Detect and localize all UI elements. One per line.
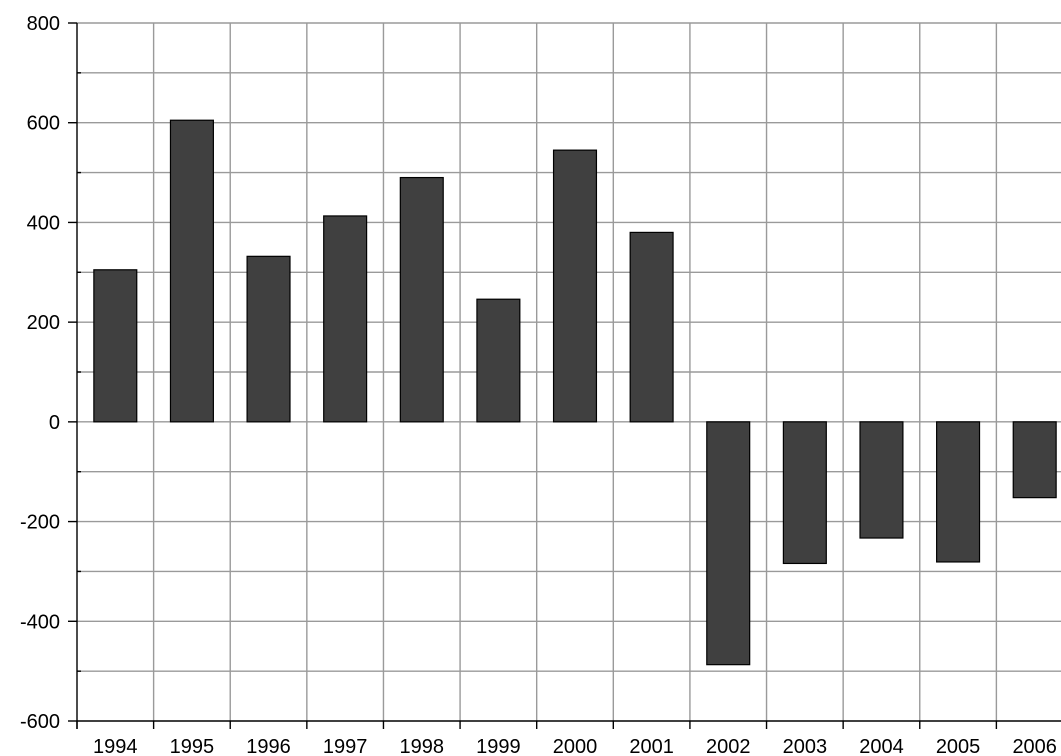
x-tick-label-2002: 2002 (706, 736, 751, 756)
y-tick-label: -400 (20, 611, 60, 633)
bar-2004 (859, 421, 904, 539)
bar-2005 (936, 421, 981, 563)
x-tick-label-2006: 2006 (1012, 736, 1057, 756)
bar-1997 (323, 215, 368, 423)
x-tick-label-2000: 2000 (553, 736, 598, 756)
y-tick-label: -600 (20, 711, 60, 733)
bar-1998 (399, 176, 444, 423)
bar-2002 (706, 421, 751, 666)
x-tick-label-1998: 1998 (400, 736, 445, 756)
x-tick-label-2003: 2003 (783, 736, 828, 756)
x-tick-label-1999: 1999 (476, 736, 521, 756)
y-tick-label: 800 (27, 13, 60, 35)
y-tick-label: 400 (27, 212, 60, 234)
grid-lines (77, 22, 1061, 721)
axes (68, 22, 1061, 729)
y-tick-label: 200 (27, 312, 60, 334)
bar-2006 (1012, 421, 1057, 499)
x-tick-label-2004: 2004 (859, 736, 904, 756)
bar-2000 (552, 149, 598, 423)
x-tick-label-1994: 1994 (93, 736, 138, 756)
x-tick-label-1995: 1995 (170, 736, 215, 756)
x-tick-label-2001: 2001 (629, 736, 674, 756)
y-tick-label: 600 (27, 113, 60, 135)
bar-2003 (782, 421, 827, 565)
y-tick-label: 0 (49, 412, 60, 434)
bar-2001 (629, 231, 674, 423)
bar-1995 (169, 119, 214, 423)
bar-1996 (246, 255, 291, 423)
x-tick-label-1997: 1997 (323, 736, 368, 756)
x-tick-label-2005: 2005 (936, 736, 981, 756)
y-tick-label: -200 (20, 512, 60, 534)
bars (93, 119, 1057, 666)
x-tick-label-1996: 1996 (246, 736, 291, 756)
x-tick-labels: 1994 1995 1996 1997 1998 1999 2000 2001 2002 2003… (93, 736, 1057, 756)
y-tick-labels: -600 -400 -200 0 200 400 600 800 (20, 13, 60, 733)
bar-1994 (93, 269, 138, 423)
bar-1999 (476, 298, 521, 423)
